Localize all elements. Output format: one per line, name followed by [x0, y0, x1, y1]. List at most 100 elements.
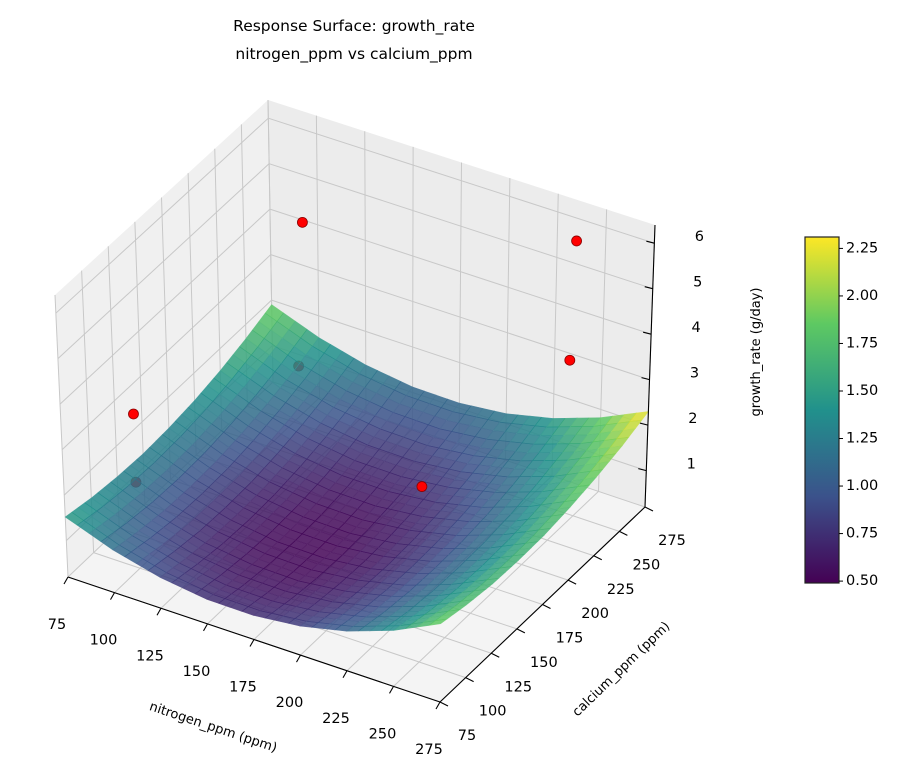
surface-wire — [206, 386, 413, 600]
x-tick-label: 75 — [48, 617, 66, 633]
surface-wire — [232, 354, 610, 470]
y-tick-label: 225 — [607, 582, 635, 598]
y-tick — [465, 677, 474, 683]
y-tick-label: 275 — [658, 533, 686, 549]
surface-wire — [65, 304, 272, 518]
x-tick-label: 150 — [183, 664, 211, 680]
x-tick-label: 225 — [322, 711, 350, 727]
x-tick-label: 100 — [90, 633, 118, 649]
left-grid-line — [55, 117, 269, 314]
x-tick-label: 125 — [136, 648, 164, 664]
back-grid-line — [270, 254, 650, 381]
z-tick-label: 6 — [695, 229, 704, 245]
x-tick-label: 200 — [276, 695, 304, 711]
y-tick-label: 175 — [556, 631, 584, 647]
surface-wire — [65, 516, 441, 632]
scatter-point — [297, 216, 308, 228]
z-tick-label: 3 — [690, 366, 699, 382]
x-tick-label: 275 — [415, 742, 443, 758]
back-grid-line — [269, 208, 652, 335]
left-grid-line — [59, 208, 271, 405]
back-grid-line — [458, 162, 462, 445]
y-tick — [644, 506, 654, 512]
surface-wire — [159, 364, 367, 578]
surface-wire — [88, 320, 296, 534]
z-tick-label: 5 — [693, 275, 702, 291]
surface-wire — [220, 370, 597, 486]
surface-wire — [142, 453, 519, 568]
y-tick — [516, 628, 526, 634]
back-grid-line — [268, 117, 655, 244]
surface-wire — [245, 338, 623, 454]
x-tick — [342, 670, 348, 679]
surface-wire — [136, 351, 343, 564]
z-axis-line — [644, 224, 656, 508]
y-tick — [491, 652, 500, 658]
x-tick-label: 250 — [369, 726, 397, 742]
z-tick-label: 1 — [687, 457, 696, 473]
y-tick — [567, 579, 577, 585]
surface-wire — [78, 507, 454, 623]
scatter-point — [416, 481, 428, 492]
back-grid-line — [268, 163, 653, 290]
colorbar: 0.50 0.75 1.00 1.25 1.50 1.75 2.00 2.25 — [804, 236, 878, 589]
y-tick-label: 200 — [581, 606, 609, 622]
back-grid-line — [412, 146, 414, 429]
x-tick-label: 175 — [229, 680, 257, 696]
x-tick — [296, 654, 301, 663]
chart-subtitle: nitrogen_ppm vs calcium_ppm — [235, 45, 472, 64]
surface-wire — [416, 414, 625, 628]
surface-wire — [271, 304, 649, 419]
left-grid-line — [63, 299, 272, 496]
z-tick — [638, 468, 647, 472]
colorbar-tick-label: 1.75 — [846, 335, 878, 351]
y-tick-label: 125 — [504, 679, 532, 695]
left-grid-line — [61, 254, 272, 451]
surface-wire — [276, 408, 484, 621]
colorbar-tick-label: 1.00 — [846, 478, 878, 494]
surface-patch — [428, 618, 448, 626]
surface-wire — [369, 417, 578, 632]
surface-wire — [194, 400, 570, 516]
colorbar-tick-label: 0.50 — [846, 573, 878, 589]
surface-wire — [258, 321, 636, 436]
scatter-point — [128, 408, 139, 420]
surface-wire — [299, 413, 507, 627]
x-tick — [63, 576, 69, 585]
x-tick — [110, 592, 115, 600]
z-tick — [641, 377, 650, 381]
colorbar-tick-label: 1.25 — [846, 431, 878, 447]
y-tick — [593, 555, 602, 561]
surface-wire — [181, 414, 557, 529]
surface-wire — [130, 465, 506, 580]
y-tick — [439, 701, 449, 707]
z-tick — [642, 331, 652, 335]
surface-wire — [440, 411, 649, 625]
surface-wire — [91, 497, 467, 613]
z-tick — [644, 286, 653, 290]
surface-wire — [183, 375, 390, 589]
colorbar-gradient — [804, 236, 840, 584]
colorbar-tick-label: 1.50 — [846, 383, 878, 399]
y-tick-label: 150 — [530, 655, 558, 671]
y-tick — [619, 530, 628, 536]
y-tick-label: 75 — [458, 728, 476, 744]
chart-title: Response Surface: growth_rate — [233, 17, 475, 36]
z-tick-label: 4 — [692, 320, 701, 336]
back-grid-line — [505, 178, 511, 461]
surface — [64, 304, 650, 632]
surface-wire — [117, 476, 493, 592]
x-tick — [389, 686, 394, 694]
back-grid-line — [271, 299, 649, 426]
axis-lines — [63, 224, 656, 710]
y-tick — [542, 604, 551, 609]
z-tick-label: 2 — [688, 411, 697, 427]
x-tick — [435, 701, 441, 710]
surface-wire — [230, 394, 437, 608]
surface-wire — [393, 417, 601, 631]
z-tick — [646, 240, 655, 244]
scatter-points-front — [416, 481, 428, 492]
tick-labels: 7510012515017520022525027575100125150175… — [48, 229, 704, 758]
left-pane — [55, 100, 273, 577]
